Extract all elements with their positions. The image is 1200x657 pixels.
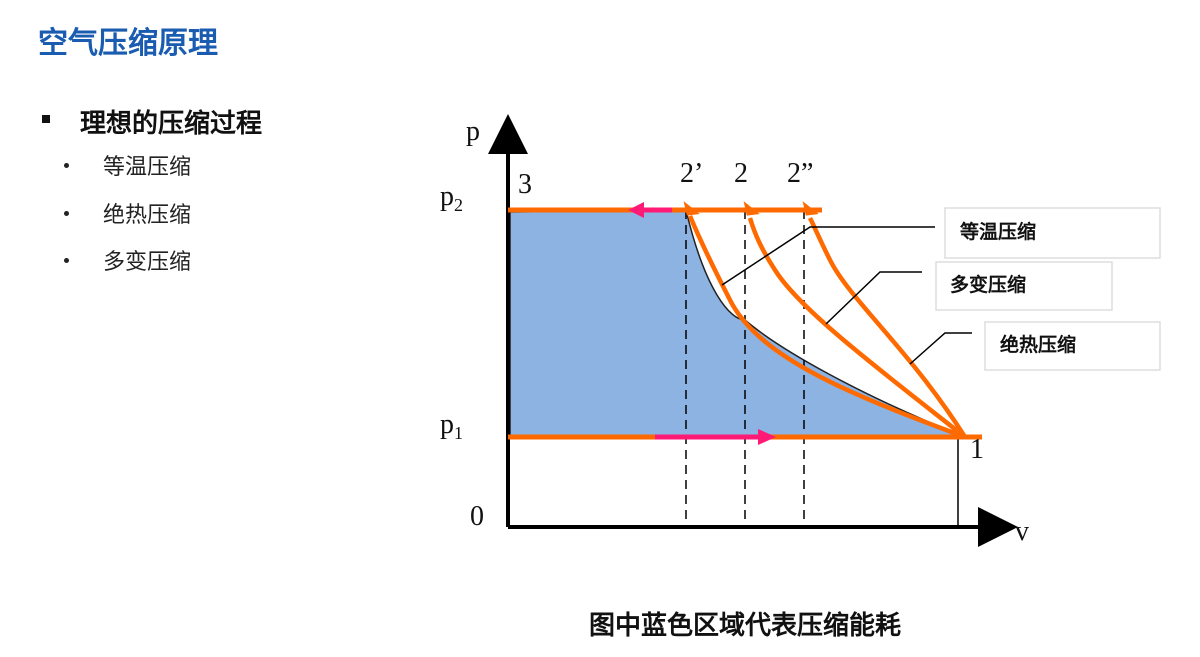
bullet-icon	[64, 163, 69, 168]
adiabatic-leader	[909, 332, 972, 365]
isothermal-leader	[721, 226, 935, 286]
list-item-polytropic: 多变压缩	[103, 250, 192, 275]
axis-p-label: p	[466, 116, 480, 147]
energy-area	[509, 209, 966, 438]
polytropic-leader	[825, 271, 922, 325]
bullet-icon	[64, 211, 69, 216]
isothermal-callout-box	[944, 207, 1161, 259]
p1-label: p1	[440, 409, 463, 443]
list-item-adiabatic: 绝热压缩	[103, 203, 192, 228]
slide-title: 空气压缩原理	[38, 26, 218, 61]
list-item-isothermal: 等温压缩	[103, 155, 192, 180]
polytropic-callout: 多变压缩	[950, 273, 1026, 296]
p2-label: p2	[440, 181, 463, 215]
origin-label: 0	[470, 501, 484, 532]
adiabatic-callout-box	[984, 321, 1161, 371]
point-2-label: 2	[734, 158, 748, 189]
point-2dprime-label: 2”	[787, 158, 813, 189]
isothermal-curve	[687, 215, 966, 440]
adiabatic-callout: 绝热压缩	[1000, 333, 1076, 356]
point-1-label: 1	[970, 434, 984, 465]
left-arrow-icon	[628, 202, 644, 218]
arrowhead-icon	[683, 201, 819, 216]
adiabatic-curve	[807, 216, 967, 439]
point-3-label: 3	[518, 169, 532, 200]
diagram-caption: 图中蓝色区域代表压缩能耗	[588, 611, 901, 641]
isothermal-callout: 等温压缩	[959, 220, 1036, 243]
section-heading: 理想的压缩过程	[80, 109, 263, 139]
square-bullet-icon	[42, 115, 50, 123]
axis-v-label: v	[1015, 516, 1029, 547]
point-2prime-label: 2’	[680, 158, 703, 189]
right-arrow-icon	[758, 429, 776, 445]
polytropic-curve	[747, 217, 967, 439]
polytropic-callout-box	[935, 261, 1113, 311]
bullet-icon	[64, 258, 69, 263]
